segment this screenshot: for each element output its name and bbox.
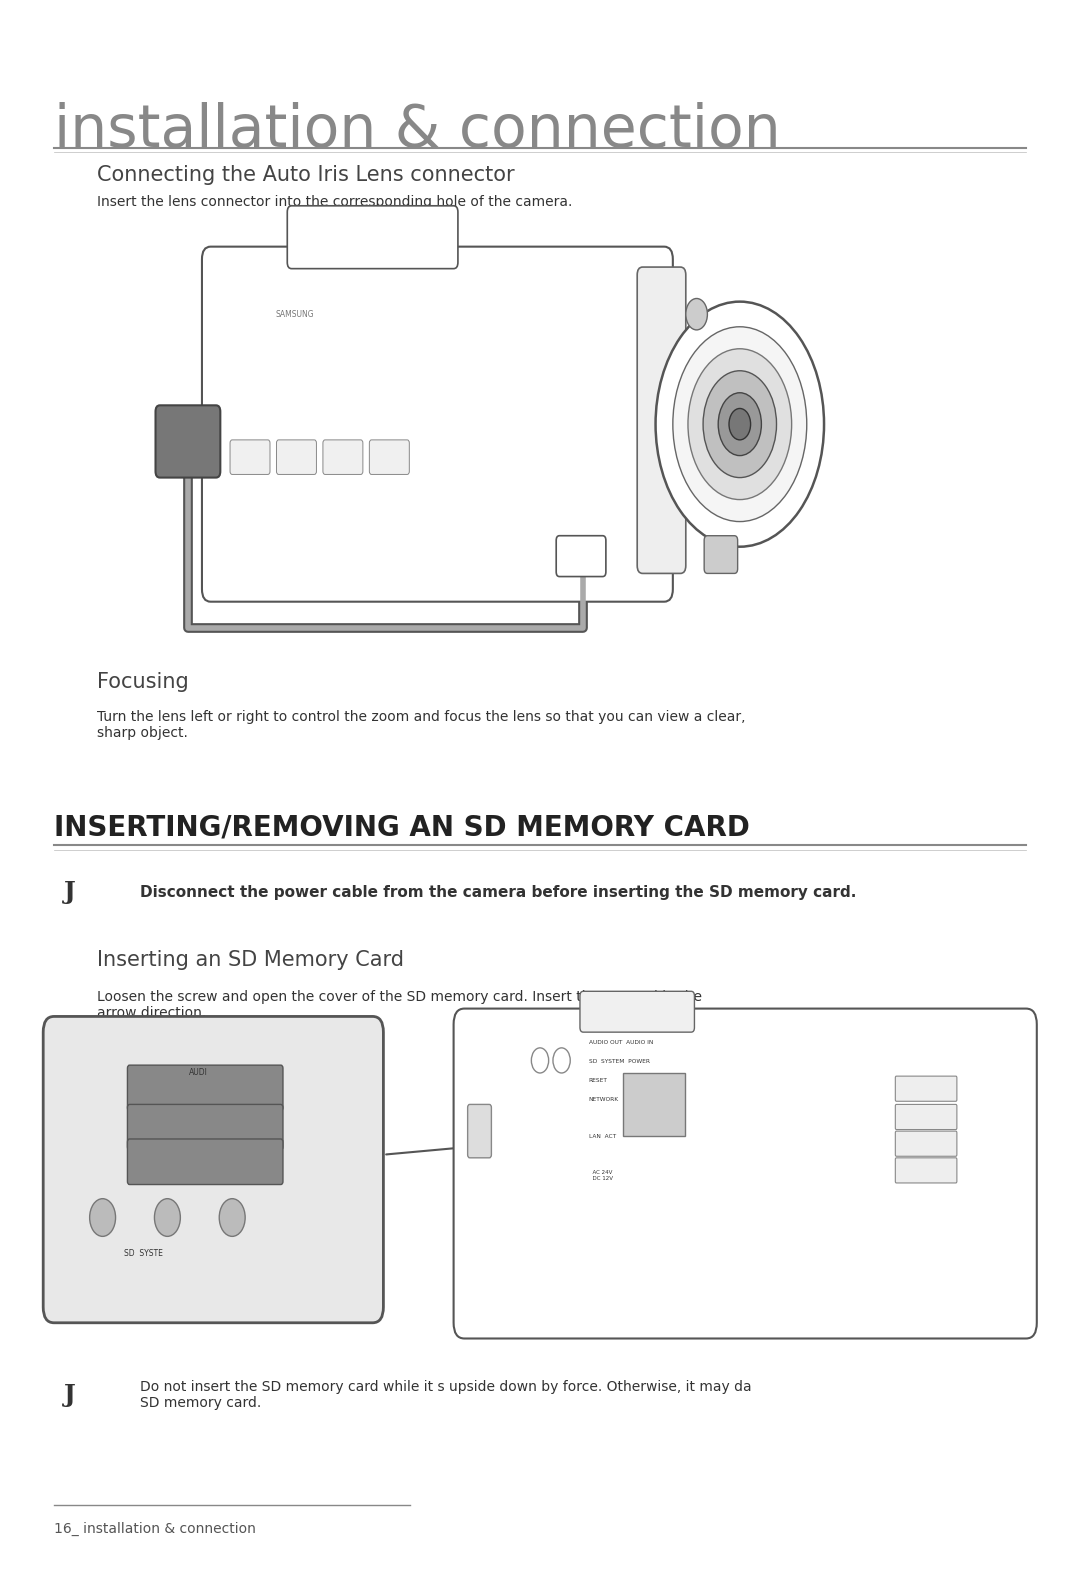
FancyBboxPatch shape — [468, 1104, 491, 1158]
FancyBboxPatch shape — [623, 1073, 685, 1136]
Text: AC 24V
  DC 12V: AC 24V DC 12V — [589, 1170, 612, 1181]
Text: Insert the lens connector into the corresponding hole of the camera.: Insert the lens connector into the corre… — [97, 195, 572, 209]
Text: AUDI: AUDI — [189, 1068, 207, 1078]
Text: Focusing: Focusing — [97, 672, 189, 693]
FancyBboxPatch shape — [127, 1065, 283, 1111]
Text: SAMSUNG: SAMSUNG — [275, 309, 314, 319]
Text: Connecting the Auto Iris Lens connector: Connecting the Auto Iris Lens connector — [97, 165, 515, 185]
FancyBboxPatch shape — [43, 1016, 383, 1323]
FancyBboxPatch shape — [895, 1131, 957, 1156]
Text: J: J — [65, 880, 76, 905]
Text: AUDIO OUT  AUDIO IN: AUDIO OUT AUDIO IN — [589, 1040, 653, 1045]
FancyBboxPatch shape — [230, 440, 270, 474]
FancyBboxPatch shape — [895, 1076, 957, 1101]
Circle shape — [656, 302, 824, 547]
FancyBboxPatch shape — [276, 440, 316, 474]
Text: SD  SYSTEM  POWER: SD SYSTEM POWER — [589, 1059, 649, 1064]
FancyBboxPatch shape — [556, 536, 606, 577]
FancyBboxPatch shape — [704, 536, 738, 573]
FancyBboxPatch shape — [287, 206, 458, 269]
Text: Turn the lens left or right to control the zoom and focus the lens so that you c: Turn the lens left or right to control t… — [97, 710, 745, 740]
Text: Loosen the screw and open the cover of the SD memory card. Insert the SD card in: Loosen the screw and open the cover of t… — [97, 990, 702, 1020]
Circle shape — [703, 371, 777, 478]
Circle shape — [90, 1199, 116, 1236]
Text: installation & connection: installation & connection — [54, 102, 781, 159]
Text: SD  SYSTE: SD SYSTE — [124, 1249, 163, 1258]
Text: J: J — [65, 1382, 76, 1408]
Circle shape — [154, 1199, 180, 1236]
Circle shape — [688, 349, 792, 500]
FancyBboxPatch shape — [454, 1009, 1037, 1338]
Circle shape — [729, 408, 751, 440]
Text: Do not insert the SD memory card while it s upside down by force. Otherwise, it : Do not insert the SD memory card while i… — [140, 1379, 752, 1411]
FancyBboxPatch shape — [895, 1158, 957, 1183]
FancyBboxPatch shape — [895, 1104, 957, 1130]
Text: 16_ installation & connection: 16_ installation & connection — [54, 1522, 256, 1536]
Text: LAN  ACT: LAN ACT — [589, 1134, 616, 1139]
FancyBboxPatch shape — [202, 247, 673, 602]
Text: RESET: RESET — [589, 1078, 607, 1082]
Circle shape — [673, 327, 807, 522]
Text: Inserting an SD Memory Card: Inserting an SD Memory Card — [97, 950, 404, 971]
Text: Disconnect the power cable from the camera before inserting the SD memory card.: Disconnect the power cable from the came… — [140, 884, 856, 900]
Circle shape — [686, 298, 707, 330]
FancyBboxPatch shape — [156, 405, 220, 478]
Circle shape — [718, 393, 761, 456]
FancyBboxPatch shape — [580, 991, 694, 1032]
FancyBboxPatch shape — [323, 440, 363, 474]
FancyBboxPatch shape — [127, 1139, 283, 1185]
Text: NETWORK: NETWORK — [589, 1097, 619, 1101]
FancyBboxPatch shape — [637, 267, 686, 573]
Text: INSERTING/REMOVING AN SD MEMORY CARD: INSERTING/REMOVING AN SD MEMORY CARD — [54, 814, 750, 842]
FancyBboxPatch shape — [127, 1104, 283, 1150]
Circle shape — [219, 1199, 245, 1236]
FancyBboxPatch shape — [369, 440, 409, 474]
